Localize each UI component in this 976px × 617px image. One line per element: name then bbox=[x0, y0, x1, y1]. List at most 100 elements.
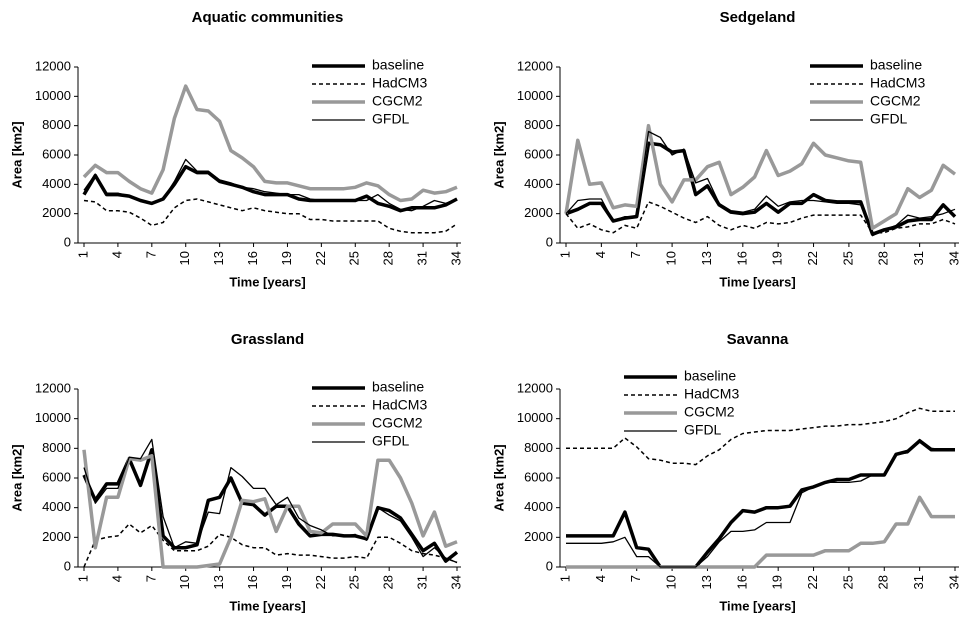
y-tick-label: 12000 bbox=[35, 58, 71, 73]
y-tick-label: 10000 bbox=[35, 88, 71, 103]
x-tick-label: 34 bbox=[448, 575, 463, 589]
x-tick-label: 10 bbox=[177, 575, 192, 589]
y-axis-label: Area [km2] bbox=[9, 444, 24, 511]
y-tick-label: 4000 bbox=[524, 499, 553, 514]
series-line bbox=[82, 448, 459, 563]
series-line bbox=[83, 438, 458, 564]
x-tick-label: 10 bbox=[664, 575, 679, 589]
x-axis-label: Time [years] bbox=[229, 598, 305, 613]
x-tick-label: 19 bbox=[279, 251, 294, 265]
series-line bbox=[566, 495, 955, 569]
y-tick-label: 8000 bbox=[42, 440, 71, 455]
chart-title: Sedgeland bbox=[720, 9, 796, 26]
x-tick-label: 13 bbox=[699, 251, 714, 265]
legend-label: HadCM3 bbox=[372, 397, 427, 413]
y-tick-label: 10000 bbox=[517, 88, 553, 103]
legend-label: baseline bbox=[684, 368, 736, 384]
y-axis-label: Area [km2] bbox=[491, 444, 506, 511]
y-tick-label: 8000 bbox=[524, 440, 553, 455]
x-tick-label: 19 bbox=[279, 575, 294, 589]
legend-label: GFDL bbox=[870, 111, 908, 127]
y-tick-label: 2000 bbox=[42, 205, 71, 220]
x-tick-label: 4 bbox=[593, 575, 608, 582]
x-axis-label: Time [years] bbox=[229, 274, 305, 289]
x-tick-label: 1 bbox=[557, 251, 572, 258]
y-tick-label: 0 bbox=[64, 558, 71, 573]
series-line bbox=[82, 84, 458, 203]
y-tick-label: 6000 bbox=[42, 146, 71, 161]
y-tick-label: 12000 bbox=[517, 58, 553, 73]
x-tick-label: 31 bbox=[415, 575, 430, 589]
x-tick-label: 25 bbox=[347, 251, 362, 265]
x-tick-label: 13 bbox=[211, 251, 226, 265]
legend-label: baseline bbox=[870, 57, 922, 73]
x-tick-label: 34 bbox=[946, 575, 961, 589]
x-tick-label: 1 bbox=[557, 575, 572, 582]
y-axis-label: Area [km2] bbox=[9, 121, 24, 188]
y-tick-label: 8000 bbox=[42, 117, 71, 132]
x-tick-label: 7 bbox=[628, 575, 643, 582]
x-tick-label: 28 bbox=[381, 251, 396, 265]
legend-label: baseline bbox=[372, 57, 424, 73]
x-tick-label: 31 bbox=[911, 575, 926, 589]
legend-label: CGCM2 bbox=[870, 93, 921, 109]
series-line bbox=[83, 523, 458, 568]
y-tick-label: 6000 bbox=[42, 469, 71, 484]
y-tick-label: 0 bbox=[546, 234, 553, 249]
x-axis-label: Time [years] bbox=[719, 274, 795, 289]
x-tick-label: 22 bbox=[313, 251, 328, 265]
legend-label: CGCM2 bbox=[372, 93, 423, 109]
legend-label: baseline bbox=[372, 379, 424, 395]
x-tick-label: 13 bbox=[699, 575, 714, 589]
y-tick-label: 0 bbox=[546, 558, 553, 573]
x-tick-label: 31 bbox=[911, 251, 926, 265]
x-tick-label: 16 bbox=[734, 251, 749, 265]
series-line bbox=[565, 201, 956, 234]
x-tick-label: 1 bbox=[75, 251, 90, 258]
x-tick-label: 28 bbox=[876, 251, 891, 265]
legend-label: CGCM2 bbox=[684, 404, 735, 420]
series-line bbox=[564, 123, 957, 231]
x-tick-label: 22 bbox=[313, 575, 328, 589]
series-line bbox=[566, 439, 955, 569]
y-tick-label: 2000 bbox=[524, 205, 553, 220]
y-tick-label: 6000 bbox=[524, 146, 553, 161]
x-tick-label: 16 bbox=[245, 251, 260, 265]
y-tick-label: 6000 bbox=[524, 469, 553, 484]
series-line bbox=[566, 407, 955, 466]
y-tick-label: 10000 bbox=[517, 410, 553, 425]
x-tick-label: 34 bbox=[946, 251, 961, 265]
series-line bbox=[566, 438, 955, 568]
x-tick-label: 25 bbox=[347, 575, 362, 589]
x-tick-label: 22 bbox=[805, 251, 820, 265]
x-tick-label: 34 bbox=[448, 251, 463, 265]
y-tick-label: 4000 bbox=[524, 176, 553, 191]
x-tick-label: 10 bbox=[664, 251, 679, 265]
legend-label: GFDL bbox=[372, 111, 410, 127]
series-line bbox=[83, 198, 458, 234]
y-axis-label: Area [km2] bbox=[491, 121, 506, 188]
y-tick-label: 2000 bbox=[524, 529, 553, 544]
series-line bbox=[565, 141, 957, 236]
x-tick-label: 1 bbox=[75, 575, 90, 582]
legend-label: GFDL bbox=[684, 422, 722, 438]
series-line bbox=[83, 158, 458, 212]
y-tick-label: 12000 bbox=[35, 380, 71, 395]
chart-title: Savanna bbox=[727, 331, 789, 348]
x-tick-label: 28 bbox=[381, 575, 396, 589]
x-tick-label: 19 bbox=[770, 575, 785, 589]
x-tick-label: 4 bbox=[109, 251, 124, 258]
y-tick-label: 8000 bbox=[524, 117, 553, 132]
y-tick-label: 12000 bbox=[517, 380, 553, 395]
x-tick-label: 7 bbox=[143, 251, 158, 258]
legend-label: HadCM3 bbox=[684, 386, 739, 402]
x-tick-label: 31 bbox=[415, 251, 430, 265]
series-line bbox=[82, 449, 458, 569]
x-tick-label: 28 bbox=[876, 575, 891, 589]
x-tick-label: 16 bbox=[245, 575, 260, 589]
x-tick-label: 7 bbox=[143, 575, 158, 582]
y-tick-label: 0 bbox=[64, 234, 71, 249]
x-tick-label: 13 bbox=[211, 575, 226, 589]
x-axis-label: Time [years] bbox=[719, 598, 795, 613]
